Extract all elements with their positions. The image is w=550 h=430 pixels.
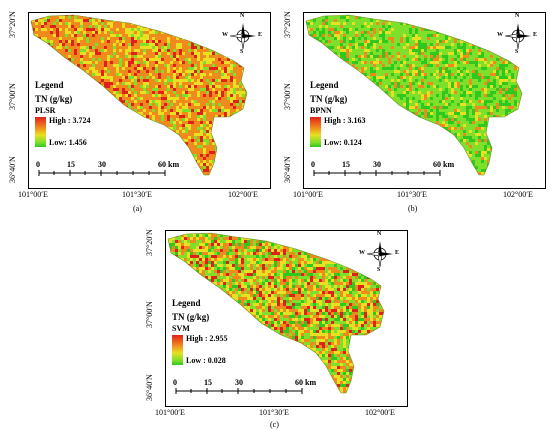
legend: Legend TN (g/kg) PLSR High : 3.724 Low: … [35, 80, 91, 147]
legend-title: Legend [172, 298, 201, 308]
legend-high: High : 2.955 [186, 334, 228, 343]
lat-label: 37°00′N [145, 301, 154, 328]
north-arrow-icon: N W E S [497, 13, 537, 55]
legend-model: SVM [172, 324, 190, 333]
compass-e: E [533, 32, 538, 38]
scale-line [175, 388, 303, 394]
legend-title: Legend [35, 80, 64, 90]
color-ramp [35, 117, 46, 147]
lon-label: 101°30′E [122, 190, 152, 199]
scale-label: 60 km [433, 160, 455, 169]
compass-s: S [515, 49, 519, 55]
lon-label: 102°00′E [228, 190, 258, 199]
map-panel-c: 37°20′N 37°00′N 36°40′N 101°00′E 101°30′… [137, 218, 412, 430]
scale-label: 0 [173, 378, 177, 387]
compass-w: W [222, 32, 228, 38]
scale-label: 0 [36, 160, 40, 169]
lat-label: 37°00′N [8, 83, 17, 110]
lon-label: 101°30′E [259, 408, 289, 417]
scale-line [38, 170, 166, 176]
north-arrow-icon: N W E S [359, 231, 399, 273]
legend-model: PLSR [35, 106, 56, 115]
scale-bar: 0 15 30 60 km [36, 160, 180, 180]
lon-label: 102°00′E [503, 190, 533, 199]
compass-w: W [497, 32, 503, 38]
legend-ramp: High : 3.163 Low: 0.124 [310, 116, 366, 147]
legend-title: Legend [310, 80, 339, 90]
north-arrow-icon: N W E S [222, 13, 262, 55]
legend-low: Low: 0.124 [324, 138, 362, 147]
compass-e: E [395, 250, 400, 256]
scale-label: 60 km [295, 378, 317, 387]
lon-label: 101°00′E [155, 408, 185, 417]
legend-high: High : 3.163 [324, 116, 366, 125]
legend-low: Low: 1.456 [49, 138, 87, 147]
legend: Legend TN (g/kg) SVM High : 2.955 Low : … [172, 298, 228, 365]
region-map-b [305, 14, 523, 176]
compass-n: N [240, 13, 245, 19]
scale-label: 30 [98, 160, 106, 169]
legend-low: Low : 0.028 [186, 356, 226, 365]
scale-label: 30 [235, 378, 243, 387]
lat-label: 36°40′N [8, 156, 17, 183]
scale-label: 15 [204, 378, 212, 387]
legend-unit: TN (g/kg) [35, 94, 73, 104]
legend-unit: TN (g/kg) [172, 312, 210, 322]
lon-label: 101°00′E [293, 190, 323, 199]
legend-ramp: High : 2.955 Low : 0.028 [172, 334, 228, 365]
scale-label: 15 [67, 160, 75, 169]
compass-w: W [359, 250, 365, 256]
lat-label: 37°00′N [283, 83, 292, 110]
map-panel-b: 37°20′N 37°00′N 36°40′N 101°00′E 101°30′… [275, 0, 550, 215]
lon-label: 101°00′E [18, 190, 48, 199]
scale-line [313, 170, 441, 176]
color-ramp [310, 117, 321, 147]
compass-n: N [515, 13, 520, 19]
panel-caption: (c) [270, 420, 279, 429]
lon-label: 101°30′E [397, 190, 427, 199]
compass-s: S [377, 267, 381, 273]
scale-label: 60 km [158, 160, 180, 169]
scale-label: 0 [311, 160, 315, 169]
compass-e: E [258, 32, 263, 38]
lat-label: 37°20′N [8, 11, 17, 38]
compass-n: N [377, 231, 382, 237]
legend-ramp: High : 3.724 Low: 1.456 [35, 116, 91, 147]
scale-bar: 0 15 30 60 km [173, 378, 317, 398]
scale-label: 30 [373, 160, 381, 169]
lon-label: 102°00′E [365, 408, 395, 417]
scale-label: 15 [342, 160, 350, 169]
lat-label: 37°20′N [145, 229, 154, 256]
map-frame-c [165, 230, 408, 407]
color-ramp [172, 335, 183, 365]
lat-label: 36°40′N [145, 374, 154, 401]
region-outline [305, 14, 523, 176]
region-outline [167, 232, 385, 394]
compass-s: S [240, 49, 244, 55]
map-frame-b [303, 12, 546, 189]
map-panel-a: 37°20′N 37°00′N 36°40′N 101°00′E 101°30′… [0, 0, 275, 215]
lat-label: 37°20′N [283, 11, 292, 38]
scale-bar: 0 15 30 60 km [311, 160, 455, 180]
region-outline [30, 14, 248, 176]
map-frame-a [28, 12, 271, 189]
panel-caption: (a) [133, 204, 142, 213]
legend-high: High : 3.724 [49, 116, 91, 125]
region-map-a [30, 14, 248, 176]
legend-unit: TN (g/kg) [310, 94, 348, 104]
legend-model: BPNN [310, 106, 332, 115]
lat-label: 36°40′N [283, 156, 292, 183]
region-map-c [167, 232, 385, 394]
panel-caption: (b) [408, 204, 418, 213]
legend: Legend TN (g/kg) BPNN High : 3.163 Low: … [310, 80, 366, 147]
raster-texture [31, 15, 247, 175]
